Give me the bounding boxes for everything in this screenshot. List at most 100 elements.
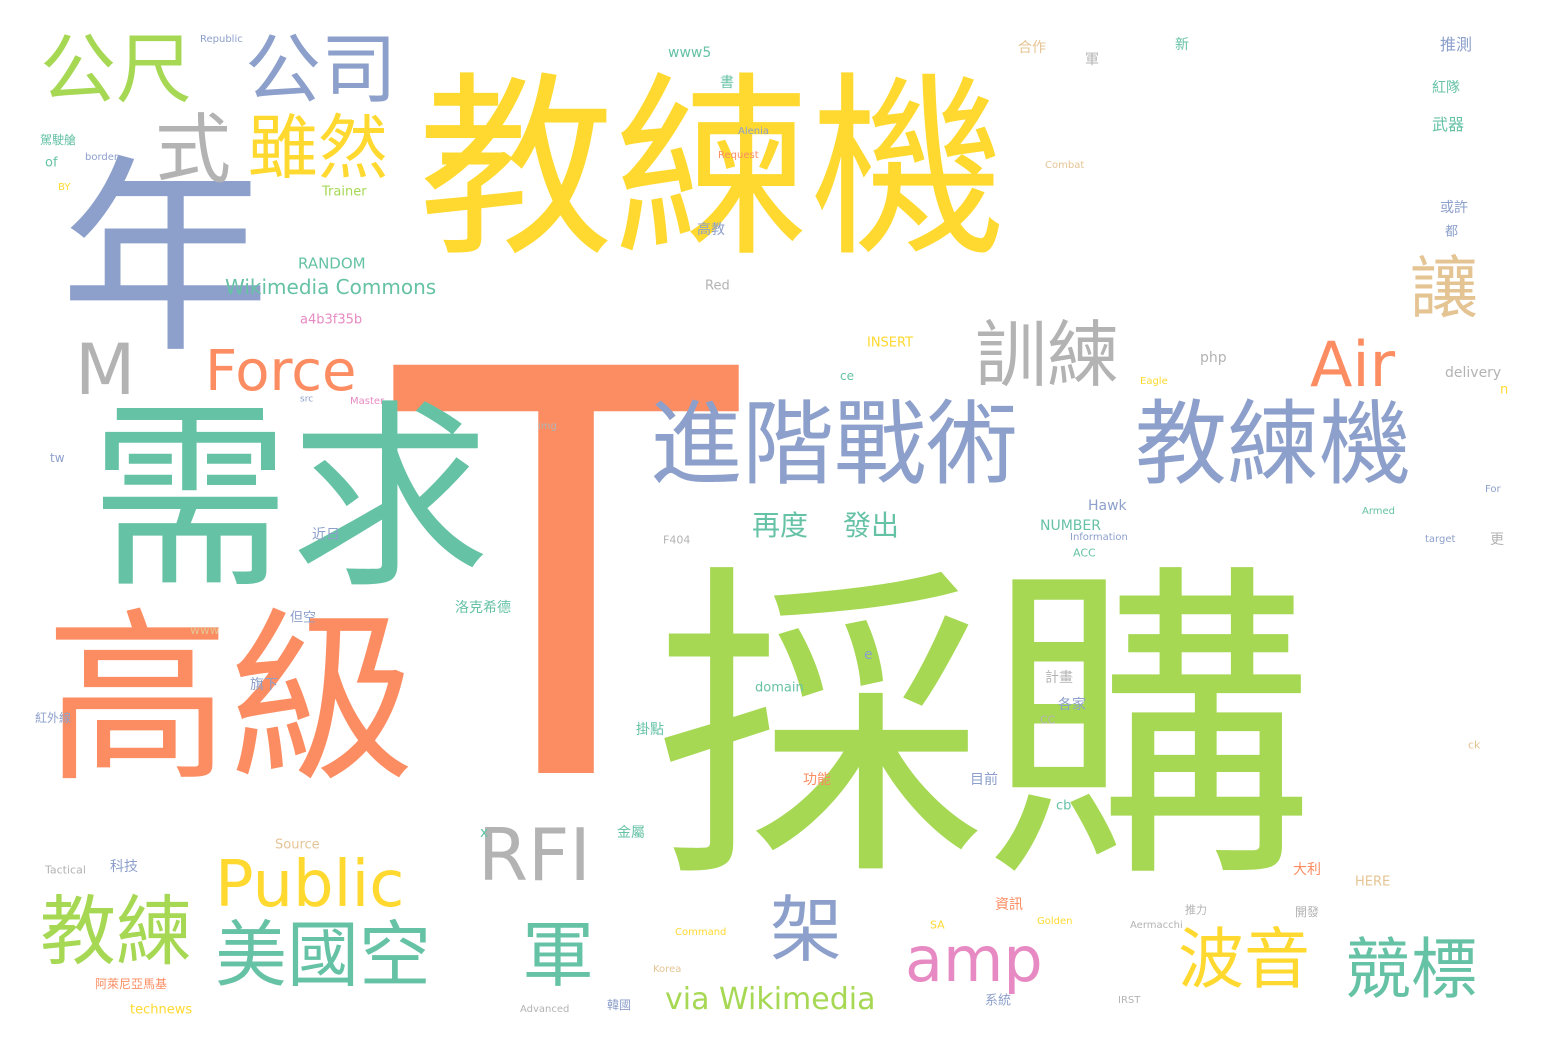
cloud-word: 各家 [1058,697,1086,713]
cloud-word: 但空 [290,610,317,626]
cloud-word: Red [705,278,730,294]
cloud-word: img [538,421,557,432]
cloud-word: 架 [770,888,843,972]
cloud-word: www [190,623,220,637]
cloud-word: via Wikimedia [665,982,876,1017]
cloud-word: 推測 [1440,35,1473,54]
cloud-word: Wikimedia Commons [225,275,437,299]
cloud-word: INSERT [867,335,914,351]
cloud-word: 軍 [522,913,595,997]
cloud-word: 雖然 [248,107,388,189]
cloud-word: Trainer [322,184,367,200]
cloud-word: Eagle [1140,376,1168,387]
cloud-word: M [75,329,136,411]
cloud-word: 讓 [1410,250,1479,329]
cloud-word: technews [130,1002,193,1018]
cloud-word: 紅外線 [35,711,72,725]
cloud-word: 採購 [655,538,1315,922]
cloud-word: Air [1310,328,1396,401]
cloud-word: www5 [668,45,712,61]
cloud-word: ck [1468,738,1481,752]
cloud-word: 大利 [1293,862,1321,878]
cloud-word: ce [840,369,854,383]
cloud-word: ACC [1073,546,1096,560]
cloud-word: 新 [1175,37,1189,53]
cloud-word: Combat [1045,160,1085,171]
cloud-word: 掛點 [636,722,664,738]
cloud-word: Information [1070,532,1128,543]
cloud-word: amp [905,923,1043,996]
cloud-word: 武器 [1432,115,1465,134]
cloud-word: Source [275,837,320,853]
cloud-word: SA [930,918,945,932]
cloud-word: RFI [478,813,591,897]
cloud-word: 軍 [1085,52,1099,68]
cloud-word: n [1500,382,1509,398]
cloud-word: php [1200,350,1227,366]
cloud-word: delivery [1445,365,1502,381]
cloud-word: Master [350,396,385,407]
cloud-word: 紅隊 [1432,80,1460,96]
cloud-word: 需求 [90,383,491,616]
cloud-word: 美國空 [215,913,432,997]
cloud-word: 高級 [45,591,415,808]
cloud-word: 功能 [803,772,831,788]
cloud-word: 系統 [985,993,1012,1009]
cloud-word: Command [675,927,727,938]
cloud-word: a4b3f35b [300,312,363,328]
cloud-word: src [300,394,314,405]
cloud-word: 計畫 [1045,670,1073,686]
cloud-word: 近日 [312,527,340,543]
cloud-word: 式 [155,105,231,194]
cloud-word: Public [215,848,405,922]
cloud-word: 訓練 [975,313,1120,397]
cloud-word: tw [50,451,65,465]
cloud-word: CC [1040,713,1056,727]
cloud-word: 資訊 [995,897,1023,913]
cloud-word: Tactical [45,863,86,877]
cloud-word: 韓國 [607,998,632,1012]
cloud-word: For [1485,484,1501,495]
cloud-word: 進階戰術 [650,391,1019,498]
cloud-word: BY [58,182,71,193]
cloud-word: Hawk [1088,498,1127,514]
cloud-word: Advanced [520,1004,570,1015]
cloud-word: 更 [1490,532,1504,548]
cloud-word: of [45,155,58,171]
cloud-word: x [480,825,489,841]
cloud-word: Force [205,339,357,404]
cloud-word: 開發 [1295,905,1320,919]
cloud-word: Request [718,150,759,161]
cloud-word: 公尺 [40,25,192,114]
cloud-word: Golden [1037,916,1073,927]
cloud-word: 書 [720,75,734,91]
cloud-word: NUMBER [1040,518,1101,534]
cloud-word: HERE [1355,874,1391,890]
cloud-word: Korea [653,964,682,975]
cloud-word: target [1425,534,1456,545]
cloud-word: Alenia [738,126,770,137]
cloud-word: T [395,254,738,906]
cloud-word: F404 [663,533,691,547]
cloud-word: 洛克希德 [455,600,511,616]
cloud-word: 高教 [697,222,725,238]
cloud-word: 教練機 [1135,391,1412,498]
cloud-word: 再度 [752,509,809,542]
cloud-word: border [85,152,119,163]
cloud-word: 阿萊尼亞馬基 [95,977,168,991]
cloud-word: 目前 [970,772,998,788]
cloud-word: e [864,647,873,663]
cloud-word: 駕駛艙 [40,133,77,147]
cloud-word: 都 [1445,224,1459,240]
cloud-word: 推力 [1185,903,1207,917]
cloud-word: 波音 [1178,921,1310,998]
cloud-word: Armed [1362,506,1396,517]
cloud-word: 教練 [40,887,192,976]
cloud-word: 競標 [1345,931,1477,1008]
cloud-word: Republic [200,34,243,45]
cloud-word: 年 [60,137,271,382]
cloud-word: 旗下 [250,677,278,693]
cloud-word: IRST [1118,995,1141,1006]
cloud-word: 金屬 [617,825,645,841]
